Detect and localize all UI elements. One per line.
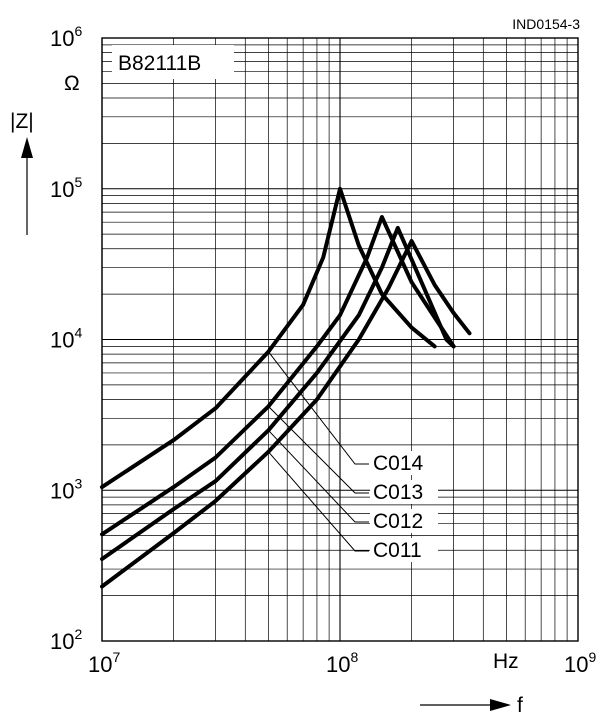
series-line-c012 [100,225,456,561]
y-tick-label: 102 [50,626,82,654]
x-axis-arrow [420,699,511,711]
part-number-box [112,45,234,79]
y-tick-label: 105 [50,174,82,202]
y-tick-label: 104 [50,325,82,353]
plot-curves [100,186,472,589]
y-tick-label: 106 [50,23,82,51]
series-line-c013 [100,215,456,537]
series-label-c013: C013 [373,481,423,504]
y-axis-arrow [21,137,33,235]
plot-grid [101,37,579,642]
x-axis-label: f [517,694,523,715]
series-label-c014: C014 [373,452,424,475]
series-label-c012: C012 [373,510,423,533]
x-tick-label: 107 [88,649,120,677]
series-line-c011 [100,239,472,589]
series-label-c011: C011 [373,539,422,562]
leader-line-c012 [268,429,369,523]
series-line-c014 [100,186,437,490]
leader-line-c011 [268,451,369,552]
leader-line-c013 [268,406,369,494]
series-label-bg [370,538,438,562]
series-label-bg [370,451,438,475]
plot-frame [101,37,579,642]
series-label-bg [370,509,438,533]
x-unit-label: Hz [493,650,519,673]
y-tick-label: 103 [50,475,82,503]
figure-id: IND0154-3 [512,16,580,32]
leader-line-c014 [268,351,369,465]
y-unit-label: Ω [64,72,80,95]
x-tick-label: 108 [326,649,358,677]
y-axis-label: |Z| [10,110,34,133]
series-label-bg [370,480,438,504]
series-labels: C014 C013 C012 C011 [370,451,438,562]
y-tick-labels: 102 103 104 105 106 [50,23,82,654]
part-number-label: B82111B [118,52,201,75]
x-tick-label: 109 [564,649,596,677]
x-tick-labels: 107 108 109 [88,649,596,677]
series-leader-lines [268,351,369,552]
